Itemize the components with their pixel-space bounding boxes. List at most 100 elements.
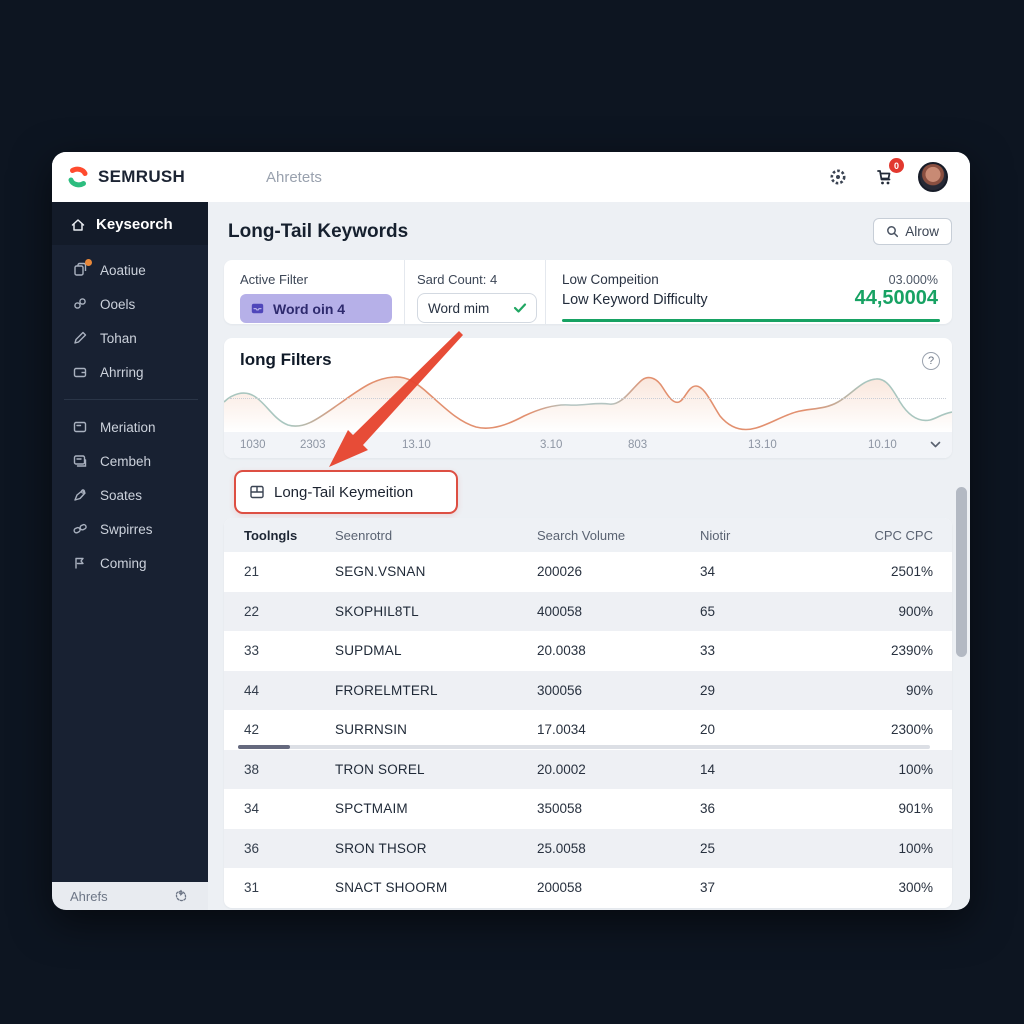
inbox-icon [250,301,265,316]
x-tick: 2303 [300,439,326,451]
sidebar-item-soates[interactable]: Soates [52,478,208,512]
green-underline [562,319,940,322]
cell-niotir: 34 [700,564,716,580]
user-avatar[interactable] [918,162,948,192]
page-title: Long-Tail Keywords [228,220,409,242]
x-tick: 13.10 [748,439,777,451]
word-count-dropdown[interactable]: Word mim [417,293,537,323]
x-tick: 1030 [240,439,266,451]
col-header[interactable]: Niotir [700,527,731,543]
cell-keyword: FRORELMTERL [335,682,438,698]
sidebar-item-tohan[interactable]: Tohan [52,321,208,355]
x-tick: 3.10 [540,439,563,451]
sidebar-item-cembeh[interactable]: Cembeh [52,444,208,478]
settings-gear-icon[interactable] [826,165,850,189]
scrollbar-thumb[interactable] [956,487,967,657]
table-header-row: Toolngls Seenrotrd Search Volume Niotir … [224,518,952,552]
active-filter-section: Active Filter Word oin 4 [224,260,404,324]
x-tick: 803 [628,439,648,451]
word-filter-chip[interactable]: Word oin 4 [240,294,392,323]
cell-niotir: 29 [700,682,716,698]
cell-keyword: SRON THSOR [335,840,427,856]
sidebar-item-label: Aoatiue [100,262,146,278]
sidebar-footer[interactable]: Ahrefs [52,882,208,910]
cell-volume: 200058 [537,880,583,896]
chart-title: long Filters [240,350,332,369]
brand-logo[interactable]: SEMRUSH [52,165,246,189]
sidebar-item-meriation[interactable]: Meriation [52,410,208,444]
alrow-button-label: Alrow [905,224,939,239]
table-row[interactable]: 31 SNACT SHOORM 200058 37 300% [224,868,952,908]
chart-x-axis: 1030 2303 13.10 3.10 803 13.10 10.10 [224,432,952,458]
cell-volume: 17.0034 [537,722,586,738]
filter-summary-card: Active Filter Word oin 4 Sard Count: 4 [224,260,952,324]
sidebar-item-swpirres[interactable]: Swpirres [52,512,208,546]
sidebar-item-ahrring[interactable]: Ahrring [52,355,208,389]
row-progress-bar [238,744,930,749]
sidebar-item-label: Soates [100,487,143,503]
table-row[interactable]: 44 FRORELMTERL 300056 29 90% [224,670,952,710]
cell-niotir: 14 [700,761,716,777]
cell-rank: 42 [244,722,260,738]
sidebar-item-label: Coming [100,555,147,571]
cell-niotir: 65 [700,603,716,619]
cart-icon[interactable]: 0 [872,158,904,189]
sidebar-item-label: Ooels [100,296,136,312]
competition-label: Low Compeition [562,272,659,287]
cell-volume: 200026 [537,564,583,580]
sidebar-item-label: Ahrring [100,364,144,380]
long-tail-callout[interactable]: Long-Tail Keymeition [234,470,458,514]
sidebar-item-keyseorch-active[interactable]: Keyseorch [52,202,208,245]
x-tick: 13.10 [402,439,431,451]
chevron-down-icon[interactable] [929,438,942,451]
cell-rank: 38 [244,761,260,777]
cell-niotir: 20 [700,722,716,738]
competition-section: Low Compeition 03.000% Low Keyword Diffi… [545,260,952,324]
cell-rank: 44 [244,682,260,698]
cell-volume: 400058 [537,603,583,619]
word-filter-chip-label: Word oin 4 [273,300,346,317]
table-row[interactable]: 34 SPCTMAIM 350058 36 901% [224,789,952,829]
page-header: Long-Tail Keywords Alrow [228,218,952,245]
help-icon[interactable]: ? [922,352,940,370]
notification-badge: 0 [889,158,904,173]
list-icon [249,484,265,500]
cell-rank: 33 [244,643,260,659]
col-header[interactable]: CPC CPC [874,527,933,543]
cell-volume: 20.0002 [537,761,586,777]
chain-icon [72,521,88,537]
col-header[interactable]: Search Volume [537,527,626,543]
cell-cpc: 90% [905,682,933,698]
col-header[interactable]: Seenrotrd [335,527,393,543]
brand-name: SEMRUSH [98,167,186,186]
difficulty-label: Low Keyword Difficulty [562,292,708,308]
cell-keyword: SPCTMAIM [335,801,408,817]
cell-rank: 21 [244,564,260,580]
sidebar-group-1: Aoatiue Ooels [52,253,208,389]
cell-cpc: 2501% [890,564,933,580]
alrow-button[interactable]: Alrow [873,218,952,245]
col-header[interactable]: Toolngls [244,527,298,543]
cell-keyword: SUPDMAL [335,643,402,659]
table-row[interactable]: 36 SRON THSOR 25.0058 25 100% [224,828,952,868]
cell-cpc: 100% [898,761,933,777]
cell-keyword: TRON SOREL [335,761,425,777]
sidebar-item-coming[interactable]: Coming [52,546,208,580]
sidebar-divider [64,399,198,400]
sidebar-footer-label: Ahrefs [70,888,108,904]
table-row[interactable]: 33 SUPDMAL 20.0038 33 2390% [224,631,952,671]
sidebar-item-ooels[interactable]: Ooels [52,287,208,321]
table-row[interactable]: 21 SEGN.VSNAN 200026 34 2501% [224,552,952,592]
sidebar-item-aoatiue[interactable]: Aoatiue [52,253,208,287]
topbar-nav-label[interactable]: Ahretets [266,168,322,186]
table-row[interactable]: 22 SKOPHIL8TL 400058 65 900% [224,591,952,631]
refresh-icon[interactable] [174,889,188,903]
sidebar-item-label: Meriation [100,419,156,435]
cell-niotir: 37 [700,880,716,896]
cell-keyword: SKOPHIL8TL [335,603,419,619]
trend-line-chart [224,372,952,432]
table-row[interactable]: 42 SURRNSIN 17.0034 20 2300% [224,710,952,750]
semrush-logo-icon [66,165,90,189]
table-row[interactable]: 38 TRON SOREL 20.0002 14 100% [224,749,952,789]
sidebar-item-label: Tohan [100,330,137,346]
